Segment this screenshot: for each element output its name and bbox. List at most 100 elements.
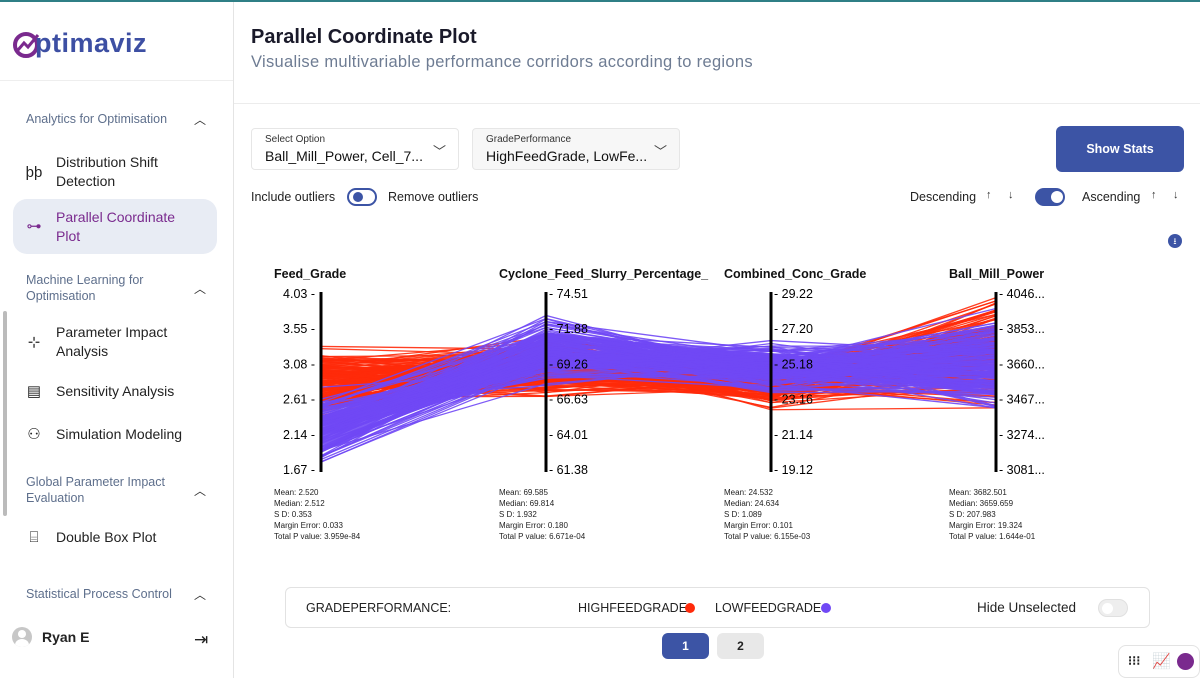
tick-label: - 74.51 [549,287,588,301]
sensitivity-icon: ▤ [26,383,42,400]
section-spc[interactable]: Statistical Process Control [26,587,172,601]
sidebar-item-simulation[interactable]: ⚇ Simulation Modeling [13,425,217,444]
stat-p: Total P value: 1.644e-01 [949,532,1036,541]
series-line-lowfeedgrade [320,353,997,414]
series-line-lowfeedgrade [320,307,997,419]
tick-label: - 64.01 [549,428,588,442]
polylines [320,296,997,463]
grid-icon[interactable]: ⁝⁝⁝ [1128,653,1141,668]
remove-outliers-label: Remove outliers [388,190,479,204]
stat-margin: Margin Error: 19.324 [949,521,1023,530]
descending-label: Descending [910,190,977,204]
include-outliers-label: Include outliers [251,190,336,204]
stat-median: Median: 3659.659 [949,499,1014,508]
legend: GRADEPERFORMANCE: HIGHFEEDGRADE LOWFEEDG… [285,587,1150,628]
sidebar: optimavizptimaviz Analytics for Optimisa… [0,2,234,678]
tick-label: - 27.20 [774,322,813,336]
stat-sd: S D: 0.353 [274,510,312,519]
show-stats-button[interactable]: Show Stats [1056,126,1184,172]
tick-label: - 3081... [999,463,1045,477]
page-1-button[interactable]: 1 [662,633,709,659]
simulation-icon: ⚇ [27,426,41,443]
legend-high[interactable]: HIGHFEEDGRADE [578,601,688,615]
tick-label: - 3274... [999,428,1045,442]
arrow-down-icon[interactable]: ↓ [1008,189,1014,201]
axis-title: Ball_Mill_Power [949,267,1044,281]
chevron-up-icon[interactable]: ︿ [194,484,207,498]
avatar [12,627,32,647]
parallel-plot-icon: ⊶ [26,218,42,235]
outliers-toggle[interactable] [347,188,377,206]
stat-mean: Mean: 69.585 [499,488,548,497]
user-name: Ryan E [42,629,90,645]
sidebar-scrollbar[interactable] [3,311,7,516]
tick-label: 2.14 - [283,428,315,442]
stat-mean: Mean: 2.520 [274,488,319,497]
stat-p: Total P value: 6.155e-03 [724,532,811,541]
sidebar-item-distribution-shift[interactable]: þþ Distribution Shift Detection [13,153,217,191]
tick-label: - 3853... [999,322,1045,336]
sidebar-item-label: Sensitivity Analysis [56,383,175,399]
download-icon[interactable]: ⭳ [1168,234,1182,248]
stat-p: Total P value: 6.671e-04 [499,532,586,541]
logout-icon[interactable]: ⇥ [194,630,209,649]
sort-toggle[interactable] [1035,188,1065,206]
tick-label: 2.61 - [283,393,315,407]
presentation-chart-icon[interactable]: 📈 [1152,653,1171,670]
tick-label: - 3660... [999,357,1045,371]
axis-title: Cyclone_Feed_Slurry_Percentage_ [499,267,709,281]
logo-icon [13,31,40,58]
axis-title: Combined_Conc_Grade [724,267,866,281]
logo: optimavizptimaviz [12,28,147,59]
section-global-parameter[interactable]: Global Parameter Impact Evaluation [26,475,165,505]
hide-unselected-toggle[interactable] [1098,599,1128,617]
box-plot-icon: ⌸ [29,529,39,546]
section-analytics[interactable]: Analytics for Optimisation [26,112,168,126]
page-2-button[interactable]: 2 [717,633,764,659]
sidebar-item-label: Distribution Shift Detection [56,154,158,189]
sidebar-item-label: Simulation Modeling [56,426,183,442]
tick-label: - 4046... [999,287,1045,301]
stat-mean: Mean: 24.532 [724,488,773,497]
stat-median: Median: 2.512 [274,499,325,508]
stat-p: Total P value: 3.959e-84 [274,532,361,541]
chevron-up-icon[interactable]: ︿ [194,282,207,296]
grade-performance-dropdown[interactable]: GradePerformance HighFeedGrade, LowFe...… [472,128,680,170]
hide-unselected-label: Hide Unselected [977,600,1077,615]
series-line-lowfeedgrade [320,334,997,406]
user-profile[interactable]: Ryan E [12,627,89,647]
chevron-up-icon[interactable]: ︿ [194,588,207,602]
logo-wordmark: ptimaviz [35,28,148,58]
sidebar-item-double-box-plot[interactable]: ⌸ Double Box Plot [13,528,217,547]
ascending-label: Ascending [1082,190,1141,204]
floating-toolbar: ⁝⁝⁝ 📈 [1118,645,1200,678]
sidebar-item-label: Double Box Plot [56,529,157,545]
sidebar-item-label: Parallel Coordinate Plot [56,208,176,244]
parallel-coordinate-chart[interactable]: Feed_Grade 4.03 - 3.55 - 3.08 - 2.61 - 2.14 -… [240,250,1180,550]
legend-dot-low [821,603,831,613]
stat-median: Median: 24.634 [724,499,780,508]
assistant-bot-icon[interactable] [1177,653,1194,670]
chevron-up-icon[interactable]: ︿ [194,113,207,127]
tick-label: - 69.26 [549,357,588,371]
divider [234,103,1200,104]
select-option-dropdown[interactable]: Select Option Ball_Mill_Power, Cell_7...… [251,128,459,170]
sidebar-nav: Analytics for Optimisation ︿ þþ Distribut… [0,80,233,602]
stat-mean: Mean: 3682.501 [949,488,1007,497]
series-line-lowfeedgrade [320,351,997,425]
page-title: Parallel Coordinate Plot [251,26,477,48]
arrow-down-icon[interactable]: ↓ [1173,189,1179,201]
section-machine-learning[interactable]: Machine Learning for Optimisation [26,273,144,303]
arrow-up-icon[interactable]: ↑ [1151,189,1157,201]
arrow-up-icon[interactable]: ↑ [986,189,992,201]
legend-low[interactable]: LOWFEEDGRADE [715,601,822,615]
sidebar-item-parallel-coordinate[interactable]: ⊶ Parallel Coordinate Plot [13,199,217,254]
series-line-lowfeedgrade [320,354,997,434]
sidebar-item-sensitivity[interactable]: ▤ Sensitivity Analysis [13,382,217,401]
stat-sd: S D: 207.983 [949,510,996,519]
select-label: Select Option [265,134,326,145]
tick-label: - 3467... [999,393,1045,407]
sidebar-item-parameter-impact[interactable]: ⊹ Parameter Impact Analysis [13,323,217,361]
tick-label: - 61.38 [549,463,588,477]
chevron-down-icon: ﹀ [653,144,667,159]
